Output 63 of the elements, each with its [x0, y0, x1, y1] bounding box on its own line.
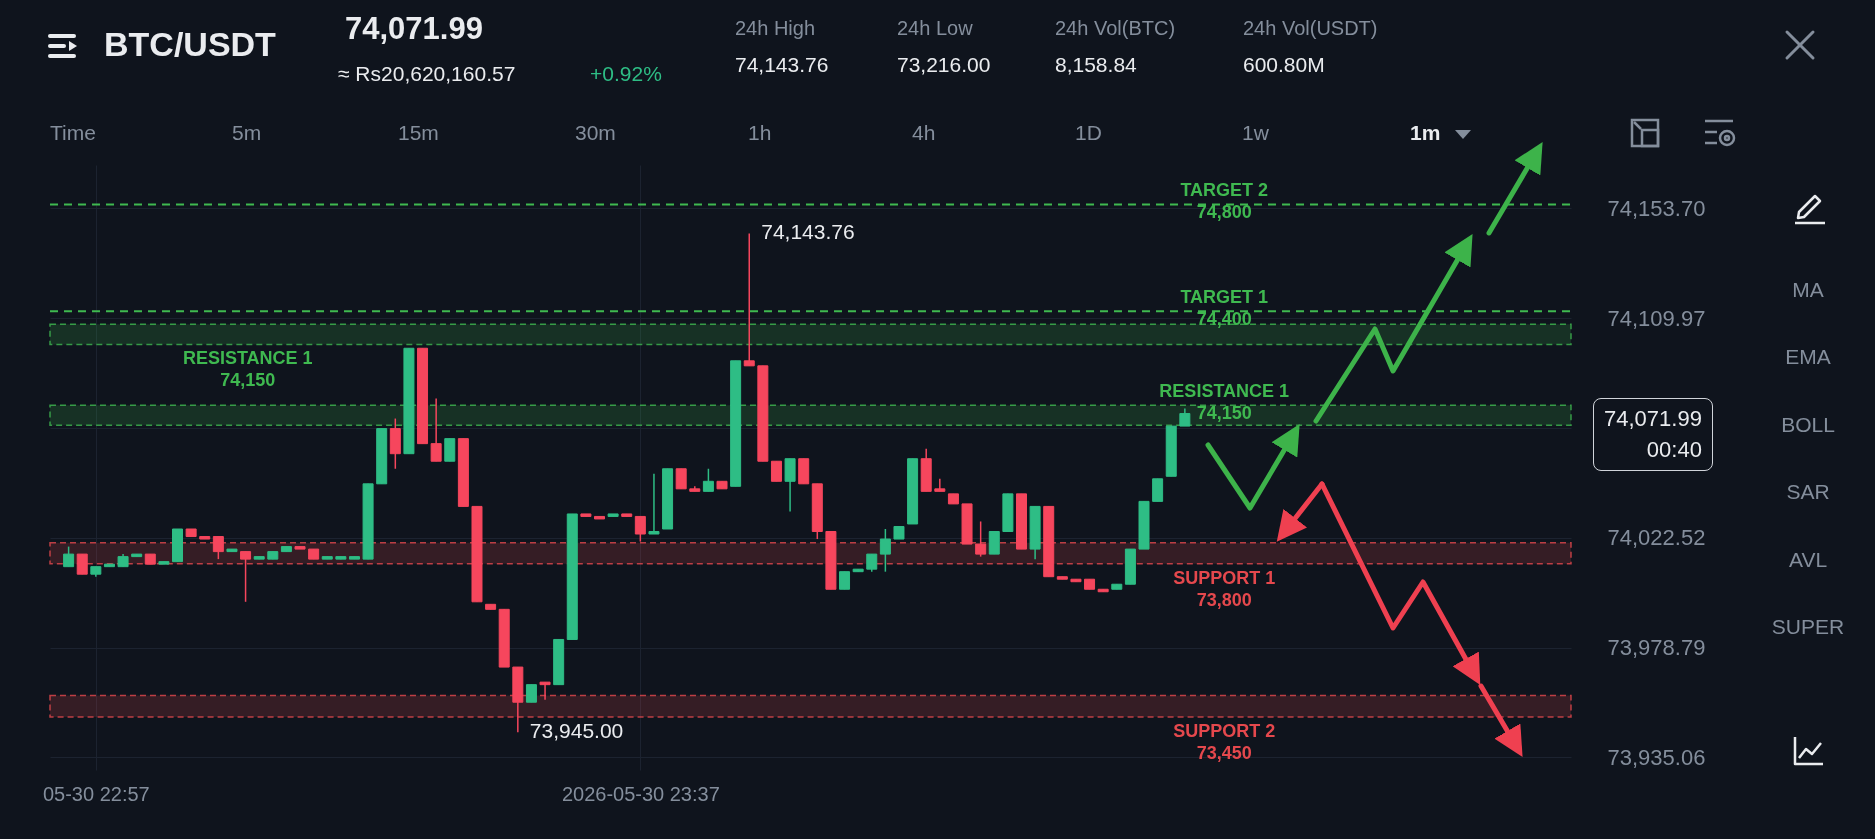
text: 600.80M — [1243, 53, 1325, 77]
candlestick — [675, 468, 687, 490]
annotation: 74,143.76 — [761, 220, 855, 244]
text: 1w — [1242, 121, 1269, 145]
text: +0.92% — [590, 62, 662, 86]
candlestick — [240, 550, 252, 603]
candlestick — [934, 478, 946, 493]
text: BOLL — [1781, 413, 1835, 437]
candlestick — [770, 460, 782, 483]
candlestick — [784, 457, 796, 513]
candlestick — [648, 473, 660, 535]
chart-title: BTC/USDT — [104, 25, 276, 64]
annotation: 73,945.00 — [529, 719, 624, 743]
y-tick-label: 74,022.52 — [1607, 525, 1706, 551]
candlestick — [702, 468, 714, 493]
text: Time — [50, 121, 96, 145]
candlestick — [634, 515, 646, 543]
text: 73,216.00 — [897, 53, 991, 77]
text: SUPER — [1771, 615, 1845, 639]
text: 24h Low — [897, 17, 973, 39]
text: 15m — [398, 121, 439, 145]
candlestick — [988, 530, 1000, 555]
text: 1m — [1410, 121, 1441, 145]
candlestick — [76, 553, 88, 575]
y-tick-label: 73,978.79 — [1607, 635, 1706, 661]
band-label: RESISTANCE 1 74,150 — [182, 348, 313, 391]
band-label: RESISTANCE 1 74,150 — [1159, 381, 1290, 424]
ref-line-label: TARGET 2 74,800 — [1180, 180, 1269, 223]
candlestick — [743, 232, 755, 367]
candlestick — [430, 397, 442, 462]
candlestick — [1152, 478, 1164, 503]
candlestick — [879, 528, 891, 573]
y-tick-label: 74,153.70 — [1607, 195, 1706, 221]
text: MA — [1792, 278, 1824, 302]
candlestick — [444, 437, 456, 462]
text: 74,143.76 — [735, 53, 829, 77]
text: 1D — [1075, 121, 1102, 145]
text: AVL — [1788, 548, 1828, 572]
candlestick — [975, 520, 987, 558]
band-label: SUPPORT 2 73,450 — [1173, 721, 1276, 764]
ref-line-label: TARGET 1 74,400 — [1180, 287, 1269, 330]
y-tick-label: 74,109.97 — [1607, 305, 1706, 331]
text: 24h Vol(BTC) — [1055, 17, 1176, 39]
text: 1h — [748, 121, 772, 145]
y-tick-label: 73,935.06 — [1607, 744, 1706, 770]
text: ≈ Rs20,620,160.57 — [338, 62, 516, 86]
text: 8,158.84 — [1055, 53, 1137, 77]
text: SAR — [1786, 480, 1830, 504]
text: 24h Vol(USDT) — [1243, 17, 1378, 39]
text: 74,071.99 — [345, 11, 483, 46]
candlestick — [63, 545, 75, 568]
text: 4h — [912, 121, 936, 145]
x-tick-label: 05-30 22:57 — [42, 782, 150, 805]
candlestick — [212, 535, 224, 560]
text: 00:40 — [1646, 437, 1702, 463]
band-label: SUPPORT 1 73,800 — [1173, 567, 1276, 610]
text: 30m — [575, 121, 616, 145]
text: 5m — [232, 121, 262, 145]
text: EMA — [1785, 345, 1831, 369]
text: 24h High — [735, 17, 816, 39]
candlestick — [539, 681, 551, 701]
x-tick-label: 2026-05-30 23:37 — [561, 782, 720, 805]
text: 74,071.99 — [1604, 405, 1702, 431]
